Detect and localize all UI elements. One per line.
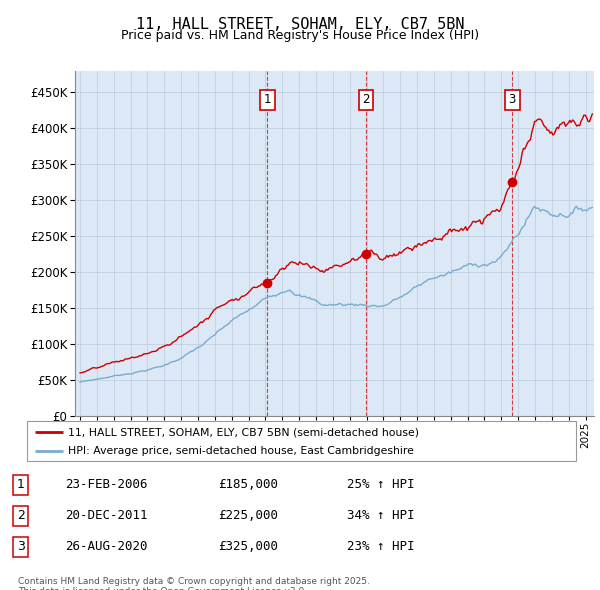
Text: £225,000: £225,000 <box>218 509 278 522</box>
Text: 1: 1 <box>263 93 271 106</box>
Text: 11, HALL STREET, SOHAM, ELY, CB7 5BN (semi-detached house): 11, HALL STREET, SOHAM, ELY, CB7 5BN (se… <box>68 427 419 437</box>
Text: 25% ↑ HPI: 25% ↑ HPI <box>347 478 415 491</box>
Text: 23% ↑ HPI: 23% ↑ HPI <box>347 540 415 553</box>
Text: 1: 1 <box>17 478 25 491</box>
Text: Contains HM Land Registry data © Crown copyright and database right 2025.
This d: Contains HM Land Registry data © Crown c… <box>18 577 370 590</box>
Text: 20-DEC-2011: 20-DEC-2011 <box>65 509 148 522</box>
Text: £325,000: £325,000 <box>218 540 278 553</box>
Text: 2: 2 <box>17 509 25 522</box>
Text: HPI: Average price, semi-detached house, East Cambridgeshire: HPI: Average price, semi-detached house,… <box>68 445 414 455</box>
Text: 2: 2 <box>362 93 370 106</box>
FancyBboxPatch shape <box>27 421 576 461</box>
Text: 3: 3 <box>17 540 25 553</box>
Text: Price paid vs. HM Land Registry's House Price Index (HPI): Price paid vs. HM Land Registry's House … <box>121 29 479 42</box>
Text: 11, HALL STREET, SOHAM, ELY, CB7 5BN: 11, HALL STREET, SOHAM, ELY, CB7 5BN <box>136 17 464 31</box>
Text: £185,000: £185,000 <box>218 478 278 491</box>
Text: 26-AUG-2020: 26-AUG-2020 <box>65 540 148 553</box>
Text: 3: 3 <box>509 93 516 106</box>
Text: 34% ↑ HPI: 34% ↑ HPI <box>347 509 415 522</box>
Text: 23-FEB-2006: 23-FEB-2006 <box>65 478 148 491</box>
